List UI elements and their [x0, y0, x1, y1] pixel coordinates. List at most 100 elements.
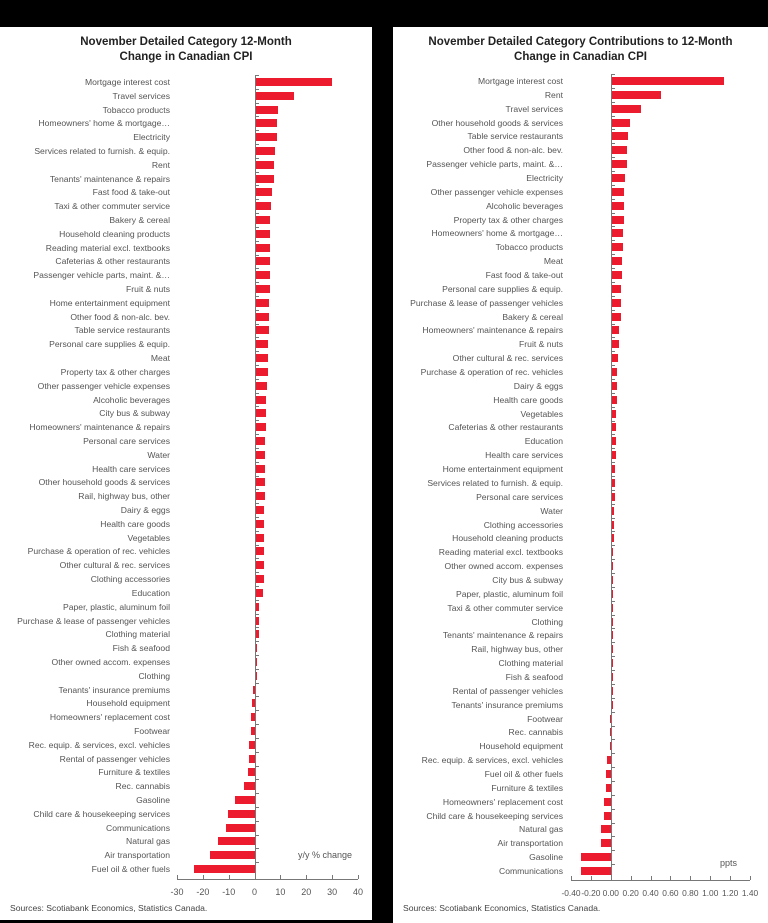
category-label: Other owned accom. expenses [51, 656, 170, 667]
category-label: Health care services [485, 450, 563, 461]
y-tick [255, 779, 259, 781]
y-tick [255, 461, 259, 463]
data-bar [255, 533, 265, 542]
category-label: Air transportation [497, 838, 563, 849]
x-tick [571, 876, 572, 880]
category-label: Homeowners' replacement cost [442, 796, 563, 807]
data-bar [580, 867, 611, 876]
y-tick [611, 392, 615, 394]
category-label: Clothing [138, 670, 170, 681]
data-bar [255, 216, 271, 224]
y-tick [611, 725, 615, 727]
category-label: Taxi & other commuter service [54, 201, 170, 212]
category-label: Fish & seafood [112, 643, 170, 654]
category-label: Cafeterias & other restaurants [55, 256, 170, 267]
y-tick [611, 101, 615, 103]
category-label: Tenants' maintenance & repairs [442, 630, 563, 641]
category-label: Gasoline [529, 852, 563, 863]
x-tick [332, 875, 334, 879]
data-bar [255, 671, 257, 680]
y-tick [611, 753, 615, 755]
y-tick [611, 670, 615, 672]
category-label: Dairy & eggs [120, 505, 170, 516]
y-tick [611, 87, 615, 89]
data-bar [611, 575, 613, 584]
category-label: Tobacco products [102, 104, 170, 115]
data-bar [255, 644, 258, 653]
y-tick [611, 656, 615, 658]
x-tick-label: -0.40 [561, 888, 581, 898]
data-bar [611, 617, 613, 626]
x-tick-label: 0 [252, 887, 258, 897]
category-label: Meat [150, 353, 170, 364]
y-tick [255, 834, 259, 836]
x-tick-label: 20 [301, 887, 312, 897]
y-tick [611, 198, 615, 200]
category-label: Rail, highway bus, other [471, 644, 563, 655]
x-tick-label: 1.20 [721, 888, 739, 898]
data-bar [248, 754, 255, 763]
category-label: Natural gas [126, 836, 170, 847]
y-tick [611, 850, 615, 852]
category-label: Rental of passenger vehicles [452, 685, 563, 696]
data-bar [255, 478, 265, 487]
data-bar [600, 825, 611, 834]
data-bar [255, 146, 276, 155]
data-bar [255, 243, 270, 252]
category-label: Tenants' maintenance & repairs [49, 173, 170, 184]
data-bar [234, 796, 255, 805]
data-bar [255, 575, 264, 584]
category-label: Personal care supplies & equip. [49, 339, 170, 350]
chart-title-line-1: November Detailed Category Contributions… [428, 36, 733, 48]
data-bar [611, 298, 621, 307]
y-tick [255, 572, 259, 574]
y-tick [255, 199, 259, 201]
y-tick [255, 351, 259, 353]
y-axis [610, 74, 612, 878]
data-bar [611, 132, 628, 141]
data-bar [255, 492, 265, 501]
x-tick [690, 876, 692, 880]
x-tick [202, 875, 204, 879]
x-tick-label: 0.80 [682, 888, 699, 898]
y-tick [255, 696, 259, 698]
data-bar [255, 450, 265, 459]
data-bar [603, 797, 611, 806]
category-label: Education [524, 436, 563, 447]
y-tick [611, 254, 615, 256]
category-label: Fast food & take-out [485, 270, 563, 280]
y-tick [255, 585, 259, 587]
category-label: Purchase & operation of rec. vehicles [27, 546, 170, 557]
data-bar [255, 506, 265, 515]
y-tick [611, 586, 615, 588]
data-bar [611, 215, 624, 224]
data-bar [611, 201, 624, 210]
x-tick [228, 875, 230, 879]
y-tick [255, 268, 259, 270]
y-tick [255, 130, 259, 132]
y-tick [255, 503, 259, 505]
category-label: Air transportation [104, 850, 170, 861]
x-tick [610, 876, 612, 880]
chart-title-right: November Detailed Category Contributions… [393, 35, 768, 65]
y-tick [611, 808, 615, 810]
x-tick [650, 876, 652, 880]
y-tick [611, 545, 615, 547]
category-label: Rental of passenger vehicles [59, 753, 170, 764]
y-tick [255, 489, 259, 491]
category-label: Fruit & nuts [126, 284, 170, 295]
category-label: Other household goods & services [38, 477, 170, 488]
y-tick [255, 599, 259, 601]
x-tick [630, 876, 632, 880]
y-tick [255, 88, 259, 90]
y-tick [255, 613, 259, 615]
y-tick [255, 447, 259, 449]
category-label: Water [540, 505, 563, 516]
category-label: Communications [499, 866, 563, 877]
x-tick-label: 0.40 [642, 888, 659, 898]
x-tick [710, 876, 712, 880]
y-tick [255, 806, 259, 808]
category-label: Purchase & lease of passenger vehicles [17, 615, 170, 626]
y-tick [611, 337, 615, 339]
data-bar [255, 312, 269, 321]
